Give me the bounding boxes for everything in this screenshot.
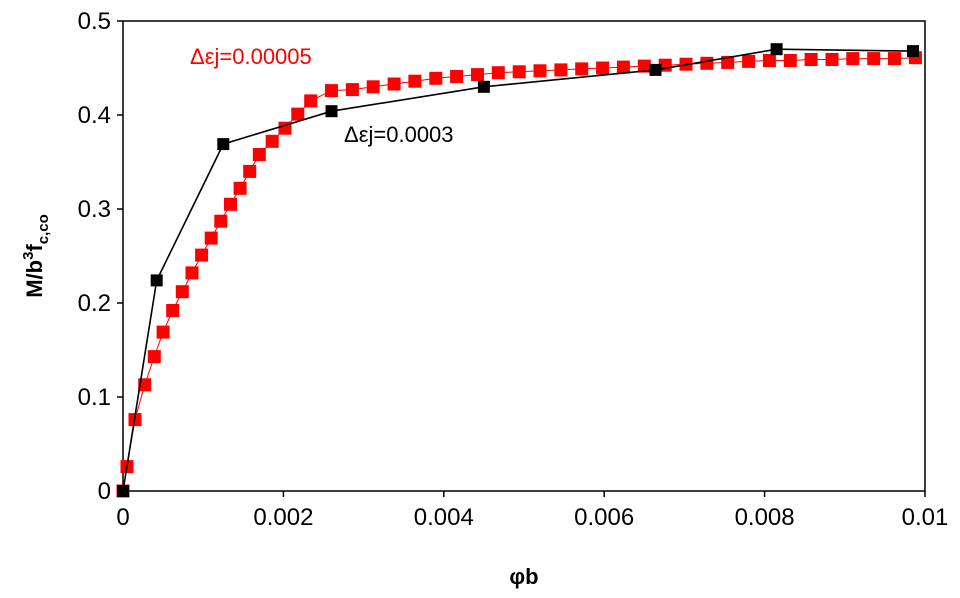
series-0-point [138,378,152,392]
series-1-point [649,63,662,76]
series-0-point [175,285,189,299]
series-0-point [204,231,218,245]
series-0-point [408,74,422,88]
x-tick-label: 0.01 [902,504,949,531]
x-tick-label: 0.004 [414,504,474,531]
series-1-point [477,80,490,93]
y-tick-label: 0.4 [78,102,111,129]
series-1-point [217,138,230,151]
series-1-point [117,485,129,497]
series-0-point [325,84,338,98]
series-0-point [575,62,589,76]
series-0-line [122,57,916,492]
y-axis-title-mid: f [22,244,47,252]
x-tick-label: 0.006 [574,504,634,531]
x-tick-label: 0.008 [735,504,795,531]
series-0-point [166,304,180,317]
series-0-point [888,52,901,66]
y-tick-label: 0.2 [78,290,111,317]
series-0-point [233,181,247,195]
series-0-point [742,54,756,68]
x-tick-label: 0.002 [253,504,313,531]
series-0-point [471,68,484,82]
series-0-point [345,83,359,97]
x-axis-ticks: 0 0.002 0.004 0.006 0.008 0.01 [116,491,948,531]
series-0-point [700,56,714,70]
series-0-point [491,66,505,80]
series-0-point [762,54,776,67]
series-0-point [825,53,839,66]
series-0-point [721,55,735,69]
series-layer [116,43,922,498]
series-0-point [783,54,797,67]
y-axis-title-sub: c,co [35,214,52,244]
series-0-point [450,70,464,83]
series-1-point [325,105,338,118]
series-0-point [147,350,161,364]
series-1-point [150,274,163,287]
series-0-point [596,61,610,75]
series-0-point [533,64,547,78]
y-axis-title: M/b3fc,co [20,214,52,298]
series-0-point [291,107,305,121]
series-0-point [243,164,257,178]
series-0-point [252,148,266,161]
series-0-point [867,52,881,66]
y-axis-title-main: M/b [22,260,47,298]
series-0-point [554,63,568,77]
series-0-point [195,248,209,262]
series-1-line [122,48,914,492]
series-0-point [637,59,651,73]
series-0-point [214,214,228,228]
x-axis-title: φb [509,564,538,589]
series-0-point [156,325,170,339]
series-0-point [366,80,380,94]
plot-frame [122,20,926,492]
series-0-point [804,53,818,66]
series-0-point [512,65,526,79]
annotation-fine-step: Δεj=0.00005 [190,44,312,69]
y-tick-label: 0.1 [78,384,111,411]
series-1-point [770,43,783,56]
series-1-point [907,45,919,58]
series-0-point [387,77,401,91]
y-tick-label: 0.3 [78,196,111,223]
annotation-coarse-step: Δεj=0.0003 [344,122,454,147]
y-axis-ticks: 0 0.1 0.2 0.3 0.4 0.5 [78,8,123,505]
y-tick-label: 0.5 [78,8,111,35]
series-0 [116,51,922,498]
y-axis-title-sup: 3 [20,252,37,260]
series-0-point [846,52,860,66]
series-0-point [265,134,279,148]
series-1 [117,43,919,497]
series-0-point [304,94,318,108]
y-tick-label: 0 [98,478,111,505]
series-0-point [224,197,237,211]
x-tick-label: 0 [116,504,129,531]
series-0-point [185,266,199,280]
series-0-point [429,71,443,85]
series-0-point [616,60,630,74]
